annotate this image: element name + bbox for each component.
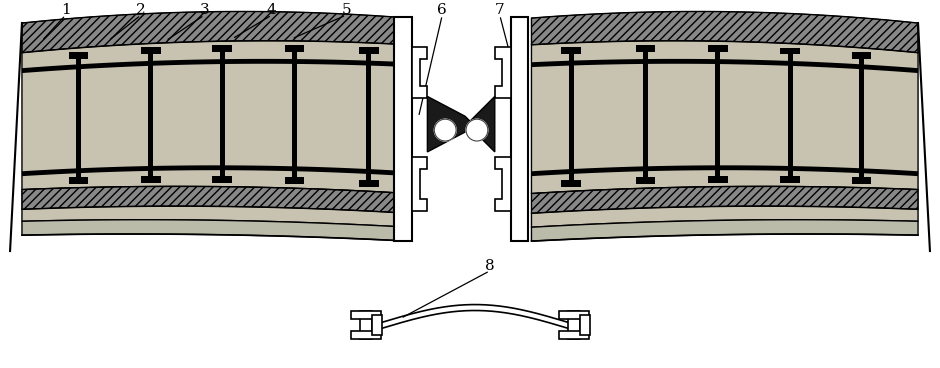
Text: 6: 6 — [437, 3, 447, 17]
Bar — [569, 47, 573, 187]
Bar — [285, 45, 305, 52]
Bar — [559, 331, 589, 339]
Text: 5: 5 — [341, 3, 351, 17]
Polygon shape — [531, 220, 918, 241]
Bar — [141, 47, 161, 54]
Polygon shape — [22, 11, 409, 53]
Bar — [715, 45, 720, 183]
Bar — [780, 47, 800, 54]
Polygon shape — [428, 96, 470, 152]
Bar — [708, 45, 728, 52]
Polygon shape — [470, 96, 494, 152]
Bar — [568, 311, 580, 339]
Bar — [788, 47, 792, 183]
Bar — [220, 45, 225, 183]
Polygon shape — [22, 41, 409, 194]
Polygon shape — [22, 206, 409, 227]
Bar — [372, 315, 382, 335]
Polygon shape — [531, 206, 918, 227]
Bar — [367, 47, 371, 187]
Bar — [285, 177, 305, 184]
Polygon shape — [531, 41, 918, 194]
Bar — [212, 176, 232, 183]
Bar — [351, 311, 381, 319]
Bar — [708, 176, 728, 183]
Bar — [859, 52, 864, 184]
Bar — [292, 45, 297, 184]
Polygon shape — [412, 47, 428, 98]
Bar — [394, 17, 412, 241]
Bar — [580, 315, 590, 335]
Bar — [141, 176, 161, 183]
Bar — [561, 180, 581, 187]
Bar — [643, 45, 648, 184]
Text: 8: 8 — [485, 259, 494, 273]
Bar — [359, 180, 379, 187]
Bar — [149, 47, 153, 183]
Circle shape — [434, 119, 456, 141]
Polygon shape — [494, 157, 510, 211]
Text: 4: 4 — [267, 3, 276, 17]
Text: 3: 3 — [199, 3, 210, 17]
Circle shape — [466, 119, 488, 141]
Polygon shape — [22, 187, 409, 213]
Bar — [561, 47, 581, 54]
Text: 7: 7 — [495, 3, 505, 17]
Polygon shape — [531, 11, 918, 53]
Text: 2: 2 — [136, 3, 146, 17]
Polygon shape — [494, 47, 510, 98]
Polygon shape — [531, 187, 918, 213]
Bar — [359, 47, 379, 54]
Bar — [635, 177, 655, 184]
Bar — [852, 177, 871, 184]
Bar — [510, 17, 528, 241]
Bar — [635, 45, 655, 52]
Bar — [351, 331, 381, 339]
Text: 1: 1 — [61, 3, 70, 17]
Polygon shape — [412, 157, 428, 211]
Bar — [559, 311, 589, 319]
Bar — [852, 52, 871, 59]
Bar — [780, 176, 800, 183]
Polygon shape — [22, 220, 409, 241]
Bar — [69, 177, 88, 184]
Bar — [69, 52, 88, 59]
Bar — [360, 311, 372, 339]
Bar — [76, 52, 81, 184]
Bar — [212, 45, 232, 52]
